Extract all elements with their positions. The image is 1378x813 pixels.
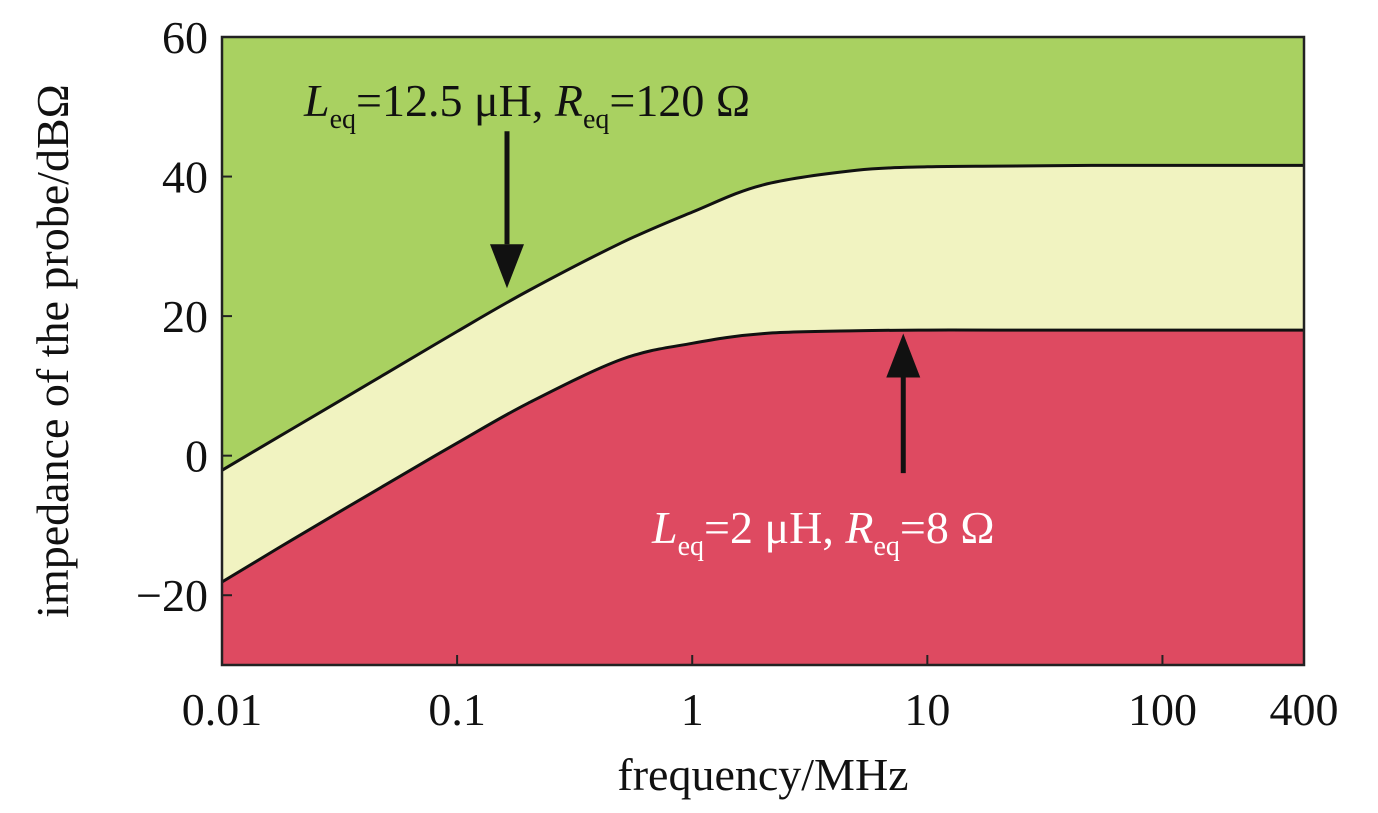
region-upper <box>222 37 1304 471</box>
filled-regions <box>222 37 1304 665</box>
y-axis-title: impedance of the probe/dBΩ <box>27 84 78 618</box>
axis-ticks: 0.01 0.1 1 10 100 400 −20 0 20 40 60 <box>136 12 1338 735</box>
annotation-label: Leq=2 μH, Req=8 Ω <box>651 502 995 562</box>
annotation-arrow-head <box>886 333 921 378</box>
y-tick-label: 0 <box>185 431 208 482</box>
x-axis-title: frequency/MHz <box>617 749 908 800</box>
x-tick-label: 1 <box>681 684 704 735</box>
y-tick-label: 40 <box>162 152 208 203</box>
x-tick-label: 400 <box>1270 684 1339 735</box>
x-tick-label: 10 <box>904 684 950 735</box>
impedance-curves <box>222 163 1304 584</box>
x-tick-label: 0.01 <box>182 684 263 735</box>
annotations: Leq=12.5 μH, Req=120 Ω Leq=2 μH, Req=8 Ω <box>303 75 995 562</box>
series-line-upper <box>222 163 1304 472</box>
y-tick-label: 20 <box>162 291 208 342</box>
y-tick-label: −20 <box>136 570 208 621</box>
region-middle <box>222 165 1304 582</box>
plot-frame <box>220 35 1306 667</box>
annotation-arrow-head <box>489 244 524 289</box>
series-line-lower <box>222 328 1304 584</box>
annotation-label: Leq=12.5 μH, Req=120 Ω <box>303 75 750 135</box>
region-lower <box>222 330 1304 665</box>
x-tick-label: 100 <box>1128 684 1197 735</box>
x-tick-label: 0.1 <box>428 684 486 735</box>
y-tick-label: 60 <box>162 12 208 63</box>
